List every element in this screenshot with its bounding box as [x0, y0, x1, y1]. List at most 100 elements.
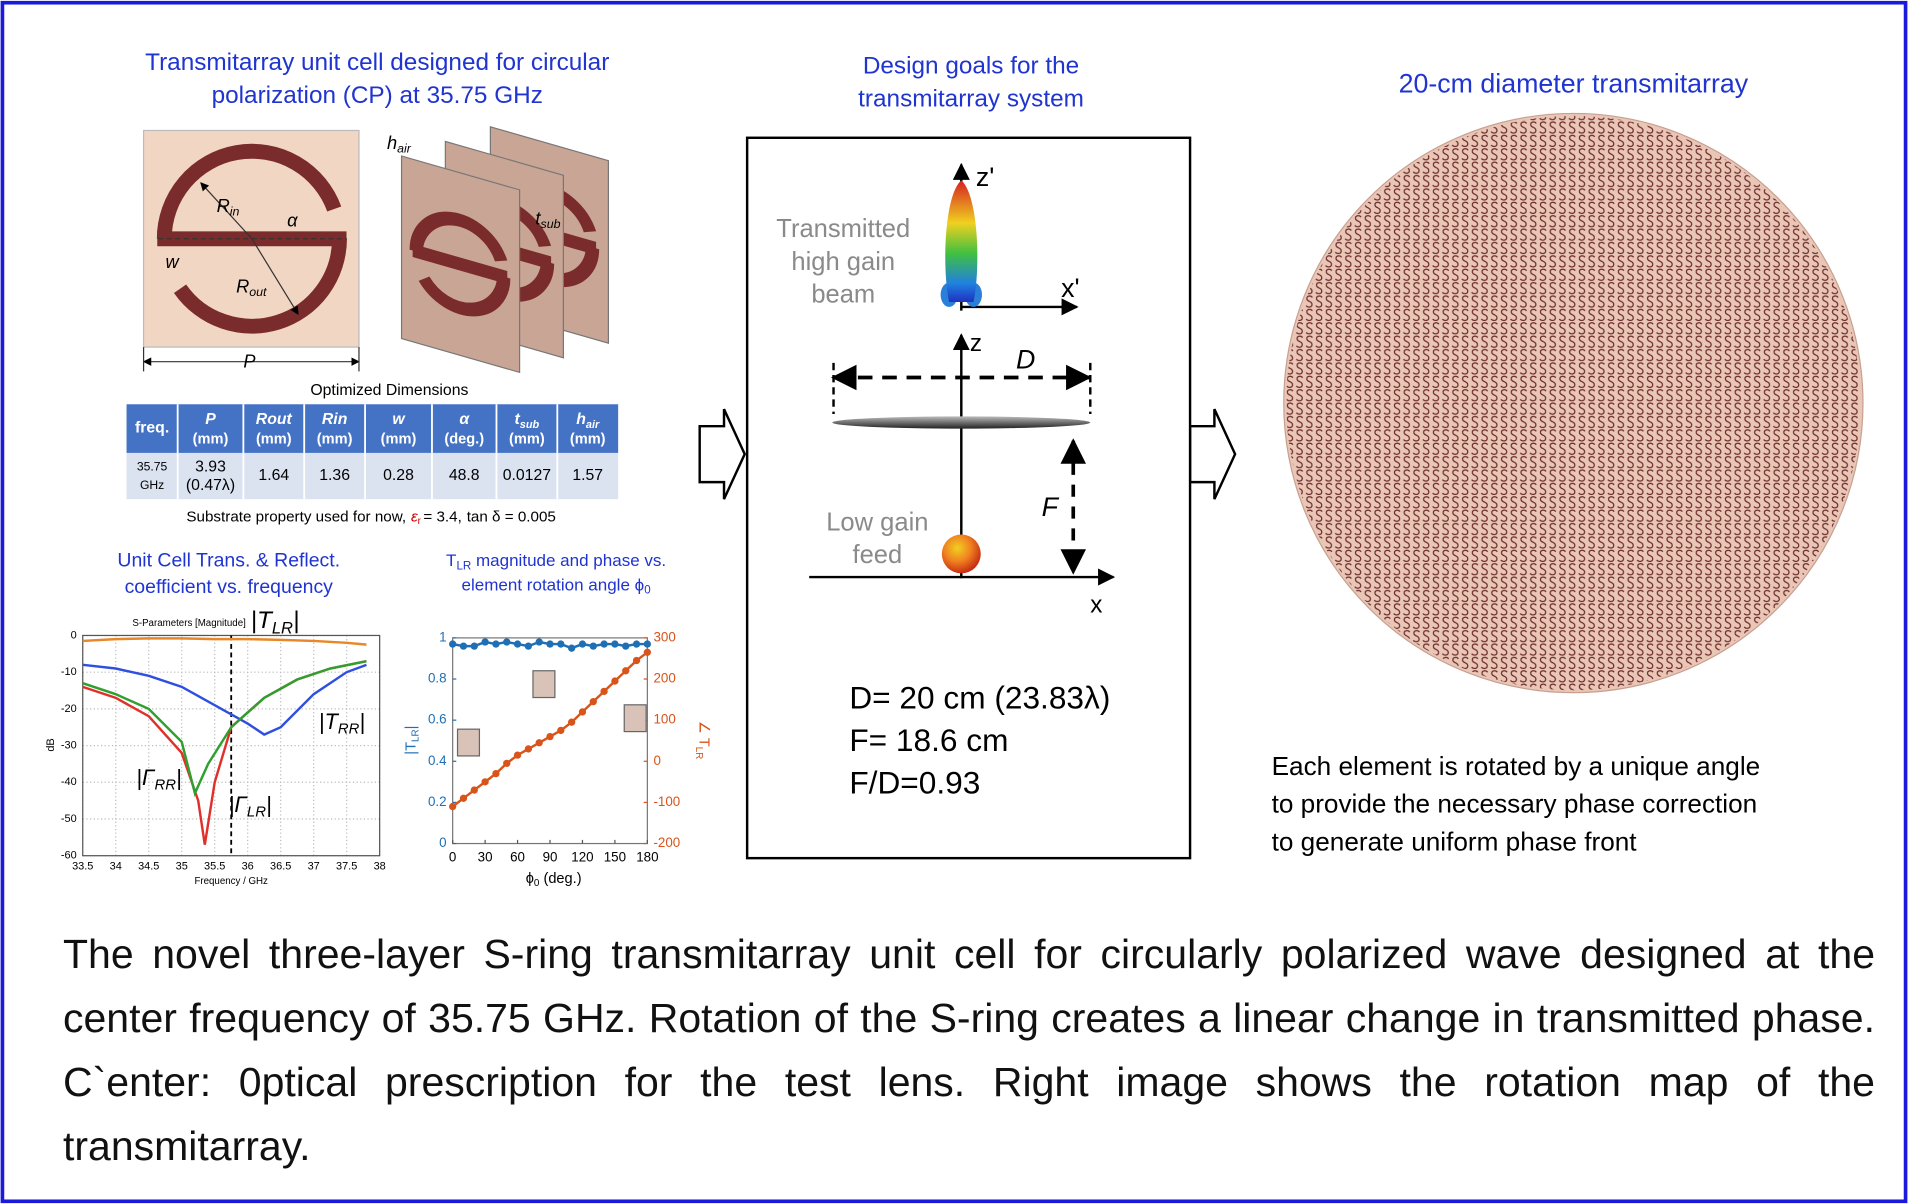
table-header-unit: (mm)	[193, 431, 229, 447]
y-tick-label: 0.4	[428, 753, 447, 768]
y-tick-label: 0	[439, 835, 446, 850]
plot-inner-label-main: |T	[251, 607, 274, 634]
table-header-cell: Rout	[256, 411, 293, 428]
x-tick-label: 0	[449, 850, 456, 865]
x-tick-label: 36.5	[270, 861, 291, 873]
point	[546, 640, 553, 647]
curve-label-end: |	[266, 792, 272, 817]
panel-title: polarization (CP) at 35.75 GHz	[212, 82, 543, 109]
panel-title: transmitarray system	[858, 85, 1084, 112]
point	[633, 640, 640, 647]
table-cell: 1.57	[572, 467, 603, 484]
plot-inner-title: S-Parameters [Magnitude]	[132, 618, 245, 629]
description: to provide the necessary phase correctio…	[1272, 789, 1758, 819]
axis-label: x'	[1061, 273, 1080, 303]
cell-icon	[624, 705, 646, 732]
header-symbol: α	[459, 411, 470, 428]
point	[644, 640, 651, 647]
table-header-cell: P	[205, 411, 216, 428]
curve-label-sub: RR	[154, 778, 176, 794]
y2-tick-label: 0	[653, 753, 660, 768]
plot-title-end: magnitude and phase vs.	[471, 551, 666, 570]
cell-label-sub: sub	[540, 217, 560, 231]
point	[557, 640, 564, 647]
y2-tick-label: -100	[653, 794, 680, 809]
point	[471, 642, 478, 649]
beam-label: Transmitted	[776, 215, 910, 243]
curve-label-main: |Γ	[229, 792, 249, 817]
cell-label-main: R	[217, 195, 230, 216]
header-symbol: Rout	[256, 411, 293, 428]
substrate-eps-sub: r	[418, 516, 422, 527]
y-axis-label: dB	[45, 738, 57, 751]
point	[514, 751, 521, 758]
substrate-tan: tan δ = 0.005	[467, 508, 556, 525]
table-header-cell: freq.	[135, 420, 169, 437]
y-axis-label: |TLR|	[403, 726, 421, 755]
x-tick-label: 35	[176, 861, 188, 873]
cell-label-main: R	[236, 275, 249, 296]
x-tick-label: 33.5	[72, 861, 93, 873]
table-caption: Optimized Dimensions	[310, 382, 468, 399]
point	[622, 642, 629, 649]
y-tick-label: 0.6	[428, 712, 447, 727]
x-tick-label: 60	[510, 850, 525, 865]
point	[590, 642, 597, 649]
y-tick-label: -50	[61, 813, 77, 825]
cell-icon	[533, 671, 555, 698]
table-header-unit: (mm)	[509, 431, 545, 447]
table-header-unit: (mm)	[256, 431, 292, 447]
header-symbol: P	[205, 411, 216, 428]
point	[611, 677, 618, 684]
table-cell: 48.8	[449, 467, 480, 484]
y-axis-label-sub: LR	[410, 729, 421, 742]
x-tick-label: 30	[478, 850, 493, 865]
y-tick-label: 1	[439, 629, 446, 644]
plot-title-sub: 0	[644, 585, 650, 597]
cell-label: α	[287, 210, 298, 231]
y2-axis-label-main: ∠ T	[695, 721, 711, 747]
point	[460, 642, 467, 649]
y2-tick-label: 100	[653, 712, 675, 727]
point	[525, 642, 532, 649]
axis-label: z'	[976, 162, 995, 192]
curve-label-main: |Γ	[136, 765, 156, 790]
description: to generate uniform phase front	[1272, 826, 1638, 856]
description: Each element is rotated by a unique angl…	[1272, 751, 1761, 781]
y-tick-label: -10	[61, 666, 77, 678]
y-axis-label-end: |	[403, 726, 419, 730]
point	[633, 657, 640, 664]
point	[579, 708, 586, 715]
x-tick-label: 37.5	[336, 861, 357, 873]
y2-tick-label: 200	[653, 671, 675, 686]
table-cell: 35.75	[137, 460, 168, 474]
y-tick-label: 0	[71, 629, 77, 641]
point	[568, 645, 575, 652]
y2-axis-label-sub: LR	[693, 747, 704, 760]
plot-title-sub: LR	[456, 560, 471, 572]
x-tick-label: 38	[374, 861, 386, 873]
cell-icon	[458, 729, 480, 756]
axis-label: x	[1090, 592, 1102, 619]
point	[590, 698, 597, 705]
point	[503, 638, 510, 645]
table-header-cell: w	[392, 411, 406, 428]
point	[611, 640, 618, 647]
point	[503, 760, 510, 767]
header-symbol: Rin	[322, 411, 347, 428]
point	[568, 719, 575, 726]
cell-label-main: h	[387, 132, 397, 153]
table-header-unit: (mm)	[570, 431, 606, 447]
table-header-unit: (mm)	[317, 431, 353, 447]
y-axis-label-main: |T	[403, 742, 419, 755]
curve-label-end: |	[176, 765, 182, 790]
x-tick-label: 37	[308, 861, 320, 873]
equation: F/D=0.93	[849, 764, 980, 800]
header-symbol: w	[392, 411, 406, 428]
curve	[83, 638, 367, 644]
cell-label-sub: in	[230, 205, 240, 219]
y-tick-label: -20	[61, 703, 77, 715]
y-tick-label: 0.8	[428, 671, 447, 686]
substrate-eps-value: = 3.4,	[423, 508, 461, 525]
point	[600, 640, 607, 647]
